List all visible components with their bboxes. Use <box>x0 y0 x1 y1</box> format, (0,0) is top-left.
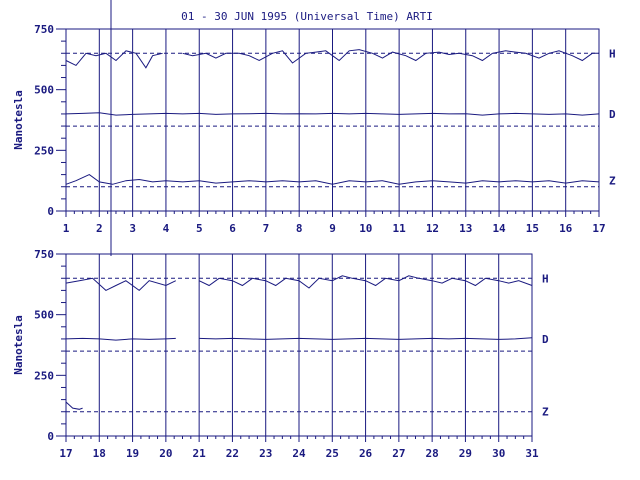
x-tick-label: 10 <box>359 222 372 235</box>
series-line-Z <box>65 174 600 185</box>
x-tick-label: 22 <box>226 447 239 460</box>
x-tick-label: 24 <box>292 447 306 460</box>
y-tick-label: 0 <box>47 430 54 443</box>
x-tick-label: 15 <box>526 222 539 235</box>
x-tick-label: 4 <box>163 222 170 235</box>
x-tick-label: 17 <box>592 222 605 235</box>
x-tick-label: 1 <box>63 222 70 235</box>
x-tick-label: 30 <box>492 447 505 460</box>
y-axis-label: Nanotesla <box>12 90 25 150</box>
x-tick-label: 11 <box>393 222 407 235</box>
y-axis-label: Nanotesla <box>12 315 25 375</box>
component-label-H: H <box>609 47 616 60</box>
x-tick-label: 3 <box>129 222 136 235</box>
y-tick-label: 750 <box>34 248 54 261</box>
x-tick-label: 14 <box>492 222 506 235</box>
x-tick-label: 7 <box>263 222 270 235</box>
x-tick-label: 13 <box>459 222 472 235</box>
component-label-D: D <box>542 333 549 346</box>
component-label-D: D <box>609 108 616 121</box>
x-tick-label: 16 <box>559 222 573 235</box>
y-tick-label: 500 <box>34 84 54 97</box>
x-tick-label: 12 <box>426 222 439 235</box>
y-tick-label: 500 <box>34 309 54 322</box>
panels: 1 2 3 4 5 6 7 8 9 10 11 12 13 14 15 16 170250500750Nanot… <box>12 0 616 460</box>
x-tick-label: 18 <box>93 447 106 460</box>
component-label-Z: Z <box>542 406 549 419</box>
series-line-Z <box>65 401 83 410</box>
x-tick-label: 20 <box>159 447 172 460</box>
x-tick-label: 26 <box>359 447 373 460</box>
x-tick-label: 6 <box>229 222 236 235</box>
x-tick-label: 28 <box>426 447 439 460</box>
y-tick-label: 250 <box>34 144 54 157</box>
chart-title: 01 - 30 JUN 1995 (Universal Time) ARTI <box>181 10 433 23</box>
x-tick-label: 9 <box>329 222 336 235</box>
component-label-Z: Z <box>609 175 616 188</box>
x-tick-label: 29 <box>459 447 472 460</box>
y-tick-label: 250 <box>34 369 54 382</box>
x-tick-label: 27 <box>392 447 405 460</box>
series-line-D <box>65 337 533 341</box>
x-tick-label: 5 <box>196 222 203 235</box>
series-line-D <box>65 112 600 116</box>
x-tick-label: 31 <box>525 447 539 460</box>
panel-top: 1 2 3 4 5 6 7 8 9 10 11 12 13 14 15 16 170250500750Nanot… <box>12 23 616 235</box>
x-tick-label: 2 <box>96 222 103 235</box>
y-tick-label: 750 <box>34 23 54 36</box>
series-line-H <box>65 49 599 69</box>
panel-bottom: 17 18 19 20 21 22 23 24 25 26 27 28 29 30 31 0 250 500 750… <box>12 248 549 460</box>
component-label-H: H <box>542 272 549 285</box>
x-tick-label: 8 <box>296 222 303 235</box>
x-tick-label: 25 <box>326 447 339 460</box>
series-line-H <box>65 275 533 292</box>
x-tick-label: 17 <box>59 447 72 460</box>
x-tick-label: 23 <box>259 447 272 460</box>
x-tick-label: 19 <box>126 447 139 460</box>
y-tick-label: 0 <box>47 205 54 218</box>
x-tick-label: 21 <box>193 447 207 460</box>
